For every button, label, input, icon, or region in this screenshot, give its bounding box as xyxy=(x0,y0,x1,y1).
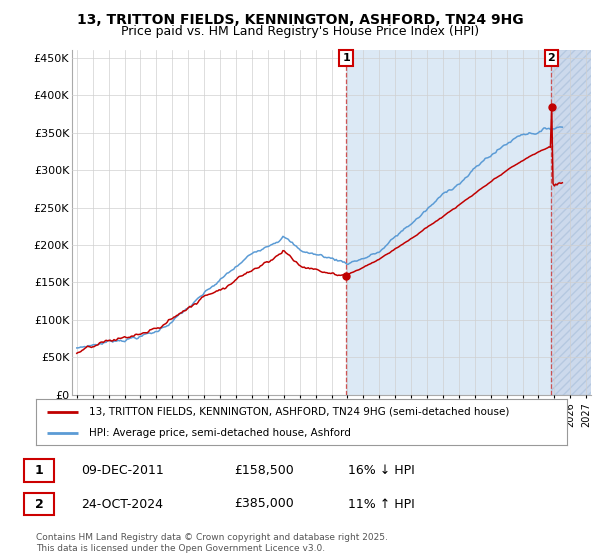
Text: 2: 2 xyxy=(547,53,555,63)
Text: 16% ↓ HPI: 16% ↓ HPI xyxy=(348,464,415,477)
Text: £158,500: £158,500 xyxy=(234,464,294,477)
Text: 24-OCT-2024: 24-OCT-2024 xyxy=(81,497,163,511)
Text: HPI: Average price, semi-detached house, Ashford: HPI: Average price, semi-detached house,… xyxy=(89,428,351,438)
Bar xyxy=(346,50,551,395)
Text: 09-DEC-2011: 09-DEC-2011 xyxy=(81,464,164,477)
Text: 11% ↑ HPI: 11% ↑ HPI xyxy=(348,497,415,511)
Text: 13, TRITTON FIELDS, KENNINGTON, ASHFORD, TN24 9HG (semi-detached house): 13, TRITTON FIELDS, KENNINGTON, ASHFORD,… xyxy=(89,407,509,417)
Text: £385,000: £385,000 xyxy=(234,497,294,511)
Text: Price paid vs. HM Land Registry's House Price Index (HPI): Price paid vs. HM Land Registry's House … xyxy=(121,25,479,38)
Text: 1: 1 xyxy=(342,53,350,63)
Text: Contains HM Land Registry data © Crown copyright and database right 2025.
This d: Contains HM Land Registry data © Crown c… xyxy=(36,533,388,553)
Text: 1: 1 xyxy=(35,464,43,477)
Text: 2: 2 xyxy=(35,497,43,511)
Text: 13, TRITTON FIELDS, KENNINGTON, ASHFORD, TN24 9HG: 13, TRITTON FIELDS, KENNINGTON, ASHFORD,… xyxy=(77,13,523,27)
Bar xyxy=(551,50,594,395)
